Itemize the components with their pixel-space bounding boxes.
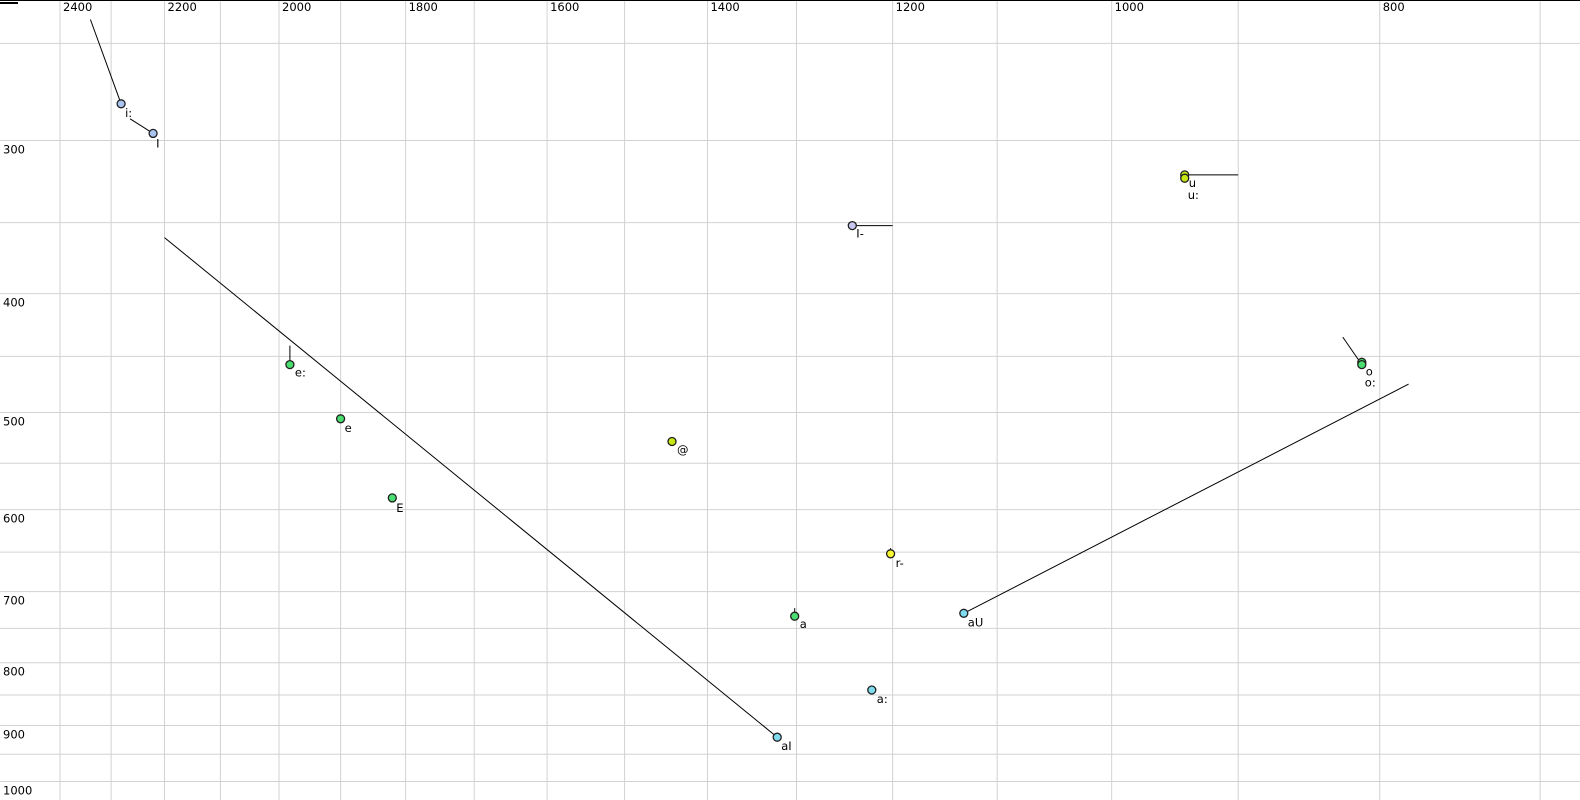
vowel-point-label: E	[396, 501, 403, 515]
y-axis-tick-label: 700	[3, 594, 25, 608]
vowel-point	[772, 732, 782, 742]
x-axis-tick-label: 2000	[282, 0, 311, 14]
vowel-trajectory-line	[164, 237, 778, 738]
vowel-point	[1357, 359, 1367, 370]
vowel-point-label: u	[1189, 176, 1196, 190]
vowel-point-label: a	[800, 617, 807, 631]
vowel-trajectory-line	[89, 19, 122, 104]
vowel-point	[885, 549, 896, 559]
vowel-point	[148, 128, 158, 139]
x-axis-tick-label: 1200	[896, 0, 925, 14]
x-axis-tick-label: 1600	[550, 0, 579, 14]
vowel-point-label: o	[1366, 364, 1373, 378]
vowel-point	[847, 220, 857, 231]
y-axis-tick-label: 800	[3, 665, 25, 679]
vowel-point	[285, 359, 295, 370]
vowel-trajectory-line	[963, 383, 1409, 614]
vowel-point-label: e	[345, 421, 352, 435]
vowel-point-label: aU	[968, 615, 983, 629]
vowel-point	[116, 99, 126, 109]
x-axis-tick-label: 2400	[63, 0, 92, 14]
vowel-point	[1180, 173, 1190, 183]
y-axis-tick-label: 400	[3, 296, 25, 310]
vowel-point	[335, 414, 346, 424]
vowel-point-label: I-	[856, 227, 864, 241]
vowel-point	[667, 436, 677, 447]
vowel-point-label: I	[156, 136, 159, 150]
vowel-point	[867, 685, 877, 695]
y-axis-tick-label: 300	[3, 143, 25, 157]
x-axis-tick-label: 1400	[710, 0, 739, 14]
y-axis-tick-label: 600	[3, 512, 25, 526]
x-axis-tick-label: 1000	[1115, 0, 1144, 14]
x-axis-tick-label: 1800	[409, 0, 438, 14]
vowel-point	[790, 611, 800, 621]
vowel-point	[387, 493, 397, 503]
vowel-point-label: a:	[877, 692, 888, 706]
y-axis-tick-label: 1000	[3, 784, 32, 798]
vowel-point-label: e:	[295, 366, 306, 380]
vowel-point-label: aI	[781, 739, 791, 753]
vowel-point	[959, 608, 969, 618]
vowel-point-label: o:	[1365, 376, 1376, 390]
vowel-point-label: i:	[125, 106, 132, 120]
vowel-point-label: @	[677, 443, 689, 457]
x-axis-tick-label: 2200	[168, 0, 197, 14]
x-axis-tick-label: 800	[1383, 0, 1405, 14]
y-axis-tick-label: 500	[3, 414, 25, 428]
vowel-point-label: r-	[896, 556, 904, 570]
vowel-point-label: u:	[1188, 188, 1199, 202]
y-axis-tick-label: 900	[3, 727, 25, 741]
